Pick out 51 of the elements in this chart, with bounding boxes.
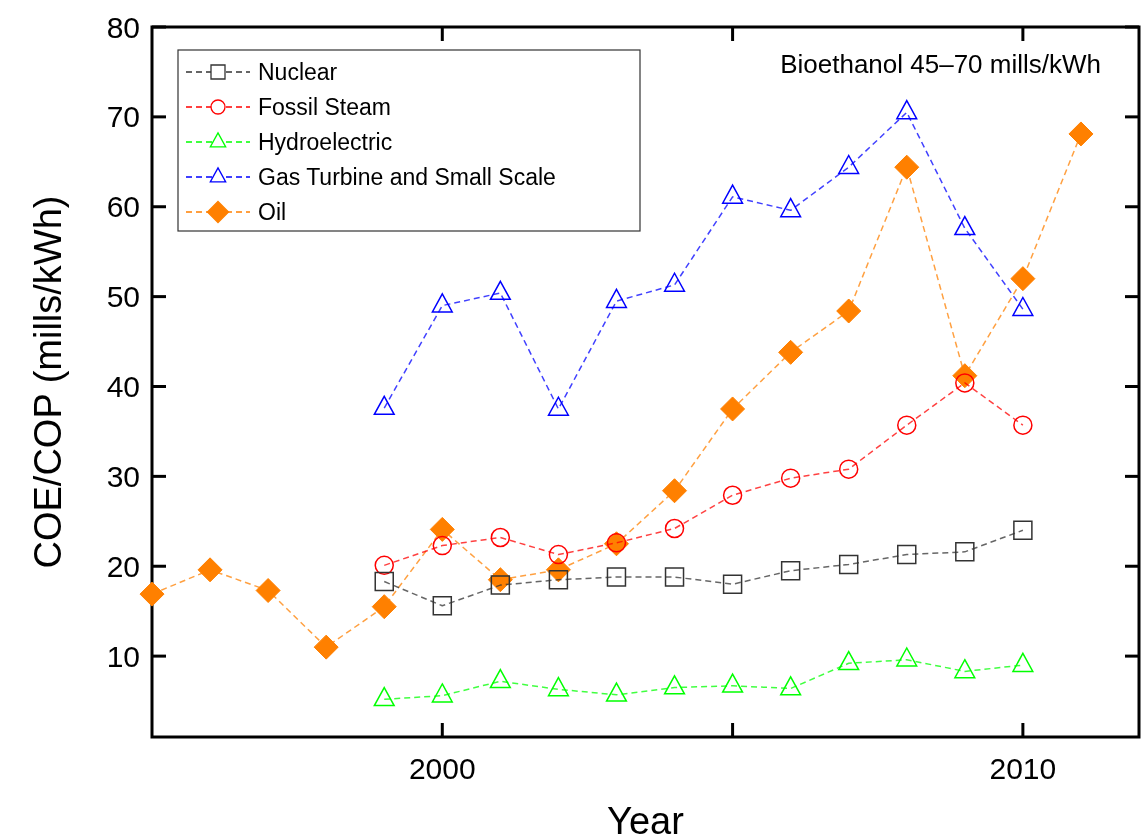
point — [548, 544, 569, 565]
y-tick-label: 20 — [106, 549, 140, 583]
point — [1013, 415, 1033, 435]
point — [720, 396, 746, 422]
point — [139, 581, 165, 607]
point — [255, 578, 281, 604]
point — [722, 574, 743, 594]
point — [374, 571, 394, 592]
point — [606, 567, 627, 587]
point — [664, 567, 685, 587]
point — [780, 468, 801, 488]
point — [664, 518, 685, 539]
x-tick-label: 2010 — [989, 752, 1057, 785]
point — [1013, 520, 1033, 541]
legend-label: Oil — [258, 199, 287, 225]
point — [722, 485, 743, 505]
y-tick-label: 50 — [106, 280, 140, 314]
point — [780, 560, 801, 581]
point — [429, 516, 455, 542]
point — [897, 544, 917, 565]
annotation: Bioethanol 45–70 mills/kWh — [780, 49, 1101, 79]
y-axis-title: COE/COP (mills/kWh) — [27, 195, 69, 569]
point — [897, 415, 917, 435]
y-tick-label: 30 — [106, 459, 140, 493]
y-tick-label: 80 — [106, 10, 140, 44]
legend-label: Fossil Steam — [258, 94, 391, 120]
point — [432, 596, 453, 616]
point — [838, 459, 859, 479]
y-tick-label: 70 — [106, 100, 140, 134]
point — [371, 594, 397, 620]
point — [1068, 121, 1094, 147]
point — [955, 542, 975, 562]
point — [778, 339, 804, 365]
y-tick-label: 40 — [106, 369, 140, 403]
legend-label: Nuclear — [258, 59, 338, 85]
point — [313, 634, 339, 660]
point — [432, 535, 453, 556]
point — [374, 555, 394, 576]
point — [838, 554, 859, 575]
point — [490, 527, 511, 548]
y-tick-label: 60 — [106, 190, 140, 224]
x-tick-label: 2000 — [408, 752, 476, 785]
point — [197, 557, 223, 583]
y-tick-label: 10 — [106, 639, 140, 673]
legend-label: Gas Turbine and Small Scale — [258, 164, 556, 190]
point — [1010, 266, 1036, 292]
point — [662, 478, 688, 504]
point — [836, 298, 862, 324]
x-axis-title: Year — [607, 800, 685, 840]
legend-label: Hydroelectric — [258, 129, 393, 155]
point — [894, 154, 920, 180]
